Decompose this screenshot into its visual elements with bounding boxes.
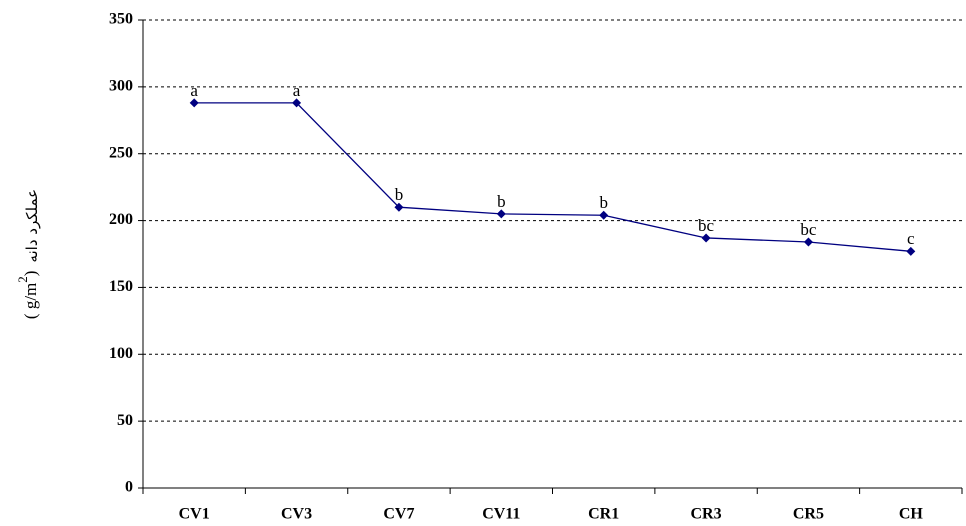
data-point [292,98,302,108]
data-point [496,209,506,219]
significance-letter: bc [698,216,715,235]
y-label-text: عملکرد دانه [23,189,41,263]
series-line [194,102,911,252]
y-tick-label: 50 [117,412,133,429]
x-tick-label: CR3 [691,506,722,523]
y-tick-label: 150 [109,278,133,295]
significance-letter: b [497,192,506,211]
x-tick-label: CV7 [383,506,414,523]
significance-letter: b [599,193,608,212]
y-label-unit-close: ) [21,271,40,277]
x-tick-label: CH [899,506,924,523]
y-tick-label: 350 [109,11,133,28]
data-point [803,237,813,247]
data-point [701,233,711,243]
x-tick-label: CV11 [482,506,520,523]
y-label-unit: ( g/m [21,283,40,319]
y-tick-label: 200 [109,211,133,228]
data-point [394,202,404,212]
y-tick-label: 0 [125,479,133,496]
y-tick-label: 100 [109,345,133,362]
significance-letter: bc [800,220,817,239]
y-axis-label: ( g/m2) عملکرد دانه [15,189,41,319]
x-tick-label: CR1 [588,506,619,523]
x-tick-label: CV1 [179,506,210,523]
data-point [599,210,609,220]
x-tick-label: CR5 [793,506,824,523]
y-tick-label: 300 [109,78,133,95]
significance-letter: a [190,81,198,100]
data-point [189,98,199,108]
significance-letter: c [907,229,915,248]
y-label-exp: 2 [15,276,30,283]
significance-letter: a [293,81,301,100]
x-tick-label: CV3 [281,506,312,523]
data-point [906,246,916,256]
significance-letter: b [395,185,404,204]
y-tick-label: 250 [109,144,133,161]
